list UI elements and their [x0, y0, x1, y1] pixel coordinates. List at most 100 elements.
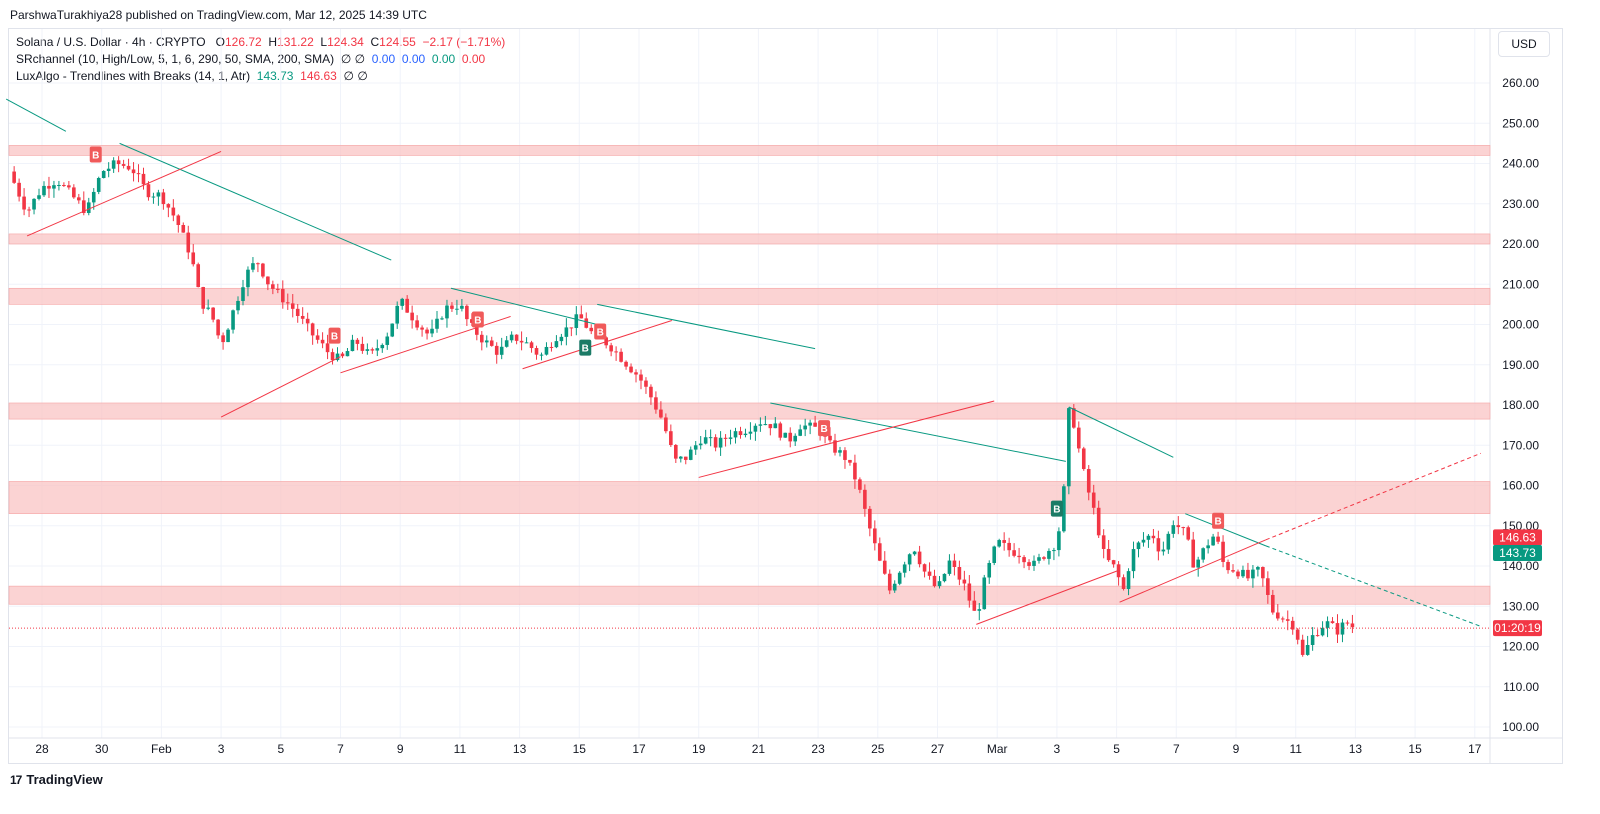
- candle-body: [1285, 619, 1290, 621]
- candle-body: [1027, 562, 1031, 566]
- candle-body: [937, 581, 942, 587]
- legend-indicator-srchannel[interactable]: SRchannel (10, High/Low, 5, 1, 6, 290, 5…: [16, 51, 505, 68]
- candle-body: [146, 184, 151, 198]
- candle-body: [1196, 559, 1200, 568]
- candle-body: [917, 551, 922, 565]
- candle-body: [992, 546, 997, 564]
- candle-body: [216, 319, 220, 336]
- candle-body: [1017, 555, 1021, 558]
- candle-body: [688, 449, 693, 460]
- indicator-luxalgo-name: LuxAlgo - Trendlines with Breaks (14, 1,…: [16, 69, 251, 83]
- candle-body: [161, 192, 166, 205]
- trendline-resistance: [1265, 545, 1481, 627]
- candle-body: [320, 339, 325, 344]
- price-axis: 100.00 110.00 120.00 130.00 140.00 150.00 160.…: [1493, 76, 1542, 734]
- break-label-text: B: [331, 332, 338, 343]
- candle-body: [1067, 408, 1071, 487]
- candle-body: [634, 372, 638, 375]
- y-tick-label: 190.00: [1502, 358, 1539, 372]
- candle-body: [758, 424, 763, 426]
- candle-body: [300, 315, 305, 319]
- candle-body: [524, 342, 529, 344]
- candle-body: [425, 329, 429, 334]
- trendline-support: [522, 319, 672, 370]
- break-label-bg: [579, 339, 592, 356]
- candle-body: [683, 456, 688, 460]
- candle-body: [1216, 536, 1220, 542]
- x-tick-label: 25: [871, 742, 885, 756]
- candle-body: [738, 431, 743, 436]
- candle-body: [62, 184, 66, 186]
- candle-body: [420, 327, 424, 330]
- candle-body: [674, 445, 678, 459]
- candle-body: [843, 450, 847, 460]
- candle-body: [42, 185, 46, 196]
- candle-body: [1181, 527, 1186, 529]
- candle-body: [410, 312, 414, 321]
- x-tick-label: 28: [35, 742, 49, 756]
- candle-body: [529, 342, 534, 349]
- break-label-bg: [1050, 500, 1063, 517]
- candle-body: [156, 192, 161, 197]
- legend-symbol-row[interactable]: Solana / U.S. Dollar · 4h · CRYPTO O126.…: [16, 34, 505, 51]
- candle-body: [728, 437, 733, 439]
- break-label-bearish: B: [89, 146, 102, 163]
- candle-body: [873, 528, 877, 544]
- candle-body: [659, 409, 663, 418]
- break-label-text: B: [1053, 505, 1060, 516]
- candle-body: [793, 435, 798, 442]
- legend-indicator-luxalgo[interactable]: LuxAlgo - Trendlines with Breaks (14, 1,…: [16, 68, 505, 85]
- candle-body: [1256, 567, 1260, 570]
- candle-body: [863, 489, 867, 509]
- ohlc-close: 124.55: [379, 35, 416, 49]
- candle-body: [509, 334, 514, 341]
- candle-body: [773, 423, 778, 429]
- candle-body: [1241, 569, 1245, 577]
- candle-body: [748, 431, 753, 434]
- break-label-text: B: [582, 344, 589, 355]
- ohlc-low: 124.34: [327, 35, 364, 49]
- candle-body: [733, 431, 738, 438]
- indicator-srchannel-name: SRchannel (10, High/Low, 5, 1, 6, 290, 5…: [16, 52, 335, 66]
- candle-body: [166, 204, 171, 208]
- x-tick-label: Mar: [987, 742, 1008, 756]
- candle-body: [330, 352, 335, 361]
- candle-body: [892, 583, 897, 591]
- candle-body: [877, 543, 882, 561]
- currency-button[interactable]: USD: [1498, 31, 1550, 57]
- candle-body: [723, 437, 728, 439]
- candle-body: [246, 269, 250, 288]
- candle-body: [713, 437, 718, 448]
- x-tick-label: 7: [1173, 742, 1180, 756]
- candle-body: [952, 560, 957, 568]
- trendline-resistance: [597, 303, 816, 350]
- trendline-resistance: [1068, 406, 1174, 458]
- footer-brand[interactable]: 17 TradingView: [10, 772, 103, 787]
- candle-body: [1101, 535, 1106, 549]
- y-tick-label: 180.00: [1502, 398, 1539, 412]
- trendline-support: [220, 356, 341, 418]
- candle-body: [1271, 594, 1275, 613]
- x-tick-label: Feb: [151, 742, 172, 756]
- candle-body: [1171, 525, 1176, 534]
- candle-body: [325, 343, 330, 353]
- candle-body: [982, 577, 987, 610]
- candle-body: [1186, 527, 1191, 540]
- candle-body: [922, 564, 927, 572]
- candle-body: [355, 339, 360, 344]
- ohlc-low-label: L: [320, 35, 328, 49]
- candle-body: [261, 263, 265, 277]
- candle-body: [101, 170, 106, 179]
- candle-body: [1231, 570, 1235, 572]
- candle-body: [629, 366, 633, 373]
- candle-body: [574, 314, 579, 328]
- price-badge-bg: [1493, 620, 1542, 637]
- candle-body: [91, 191, 96, 203]
- candle-body: [32, 198, 36, 210]
- candle-body: [81, 200, 86, 213]
- candle-body: [1007, 542, 1011, 551]
- candle-body: [1042, 557, 1046, 559]
- candle-body: [1325, 621, 1330, 628]
